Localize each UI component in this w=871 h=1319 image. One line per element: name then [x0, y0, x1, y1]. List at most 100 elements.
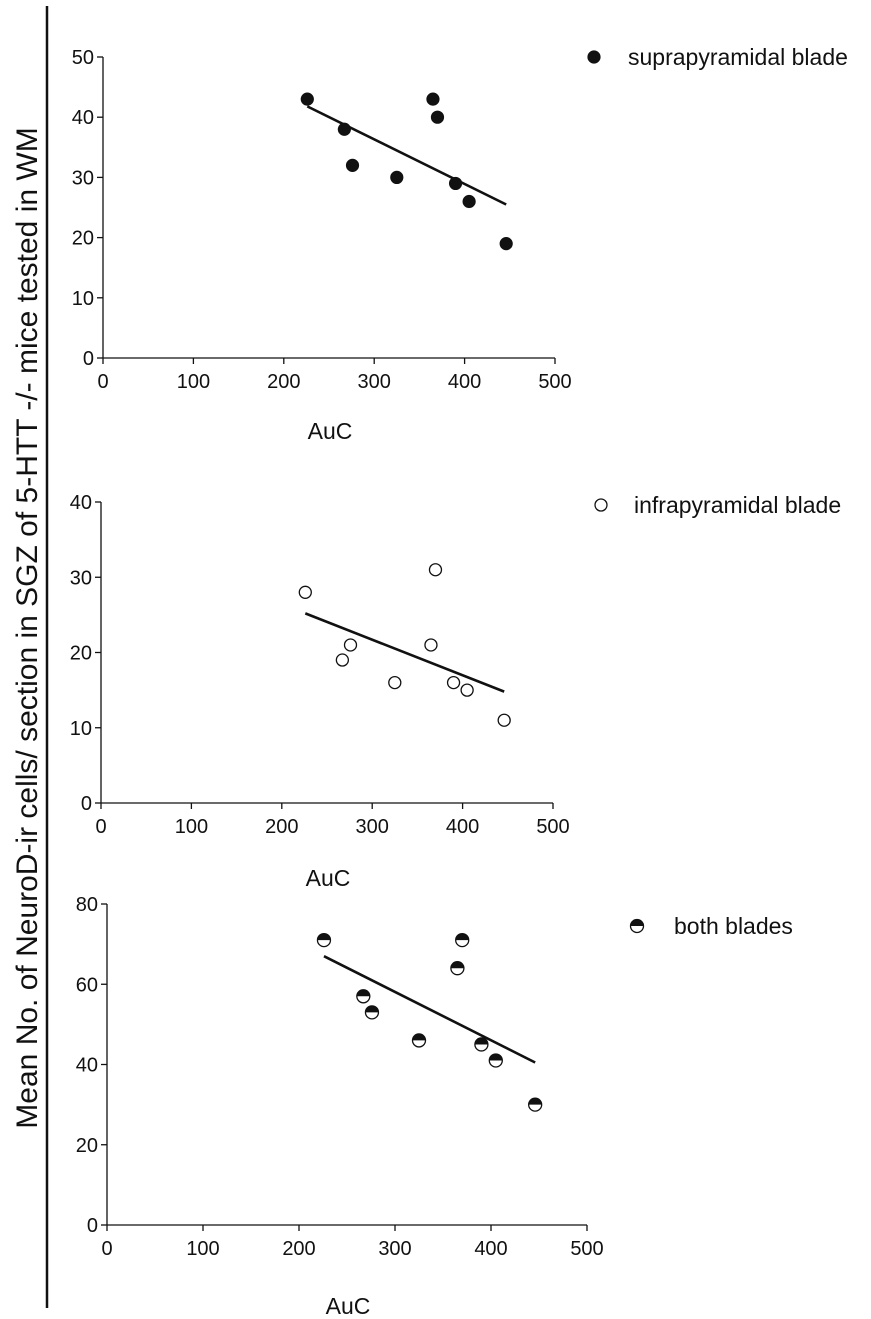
y-tick-label: 60	[76, 974, 98, 996]
x-tick-label: 400	[448, 371, 481, 393]
regression-line	[306, 105, 507, 206]
legend-marker	[594, 498, 608, 512]
x-tick-label: 0	[101, 1238, 112, 1260]
data-point	[528, 1097, 543, 1112]
x-tick-label: 500	[538, 371, 571, 393]
x-axis-label: AuC	[306, 865, 351, 891]
marker-fill	[460, 683, 474, 697]
marker-fill	[594, 498, 608, 512]
data-point	[364, 1005, 380, 1020]
y-tick-label: 80	[76, 894, 98, 916]
x-tick-label: 100	[186, 1238, 219, 1260]
data-point	[448, 176, 463, 191]
data-point	[388, 675, 402, 690]
marker-fill	[499, 237, 513, 251]
marker-top-half	[365, 1005, 379, 1013]
data-point	[345, 158, 360, 172]
x-tick-label: 200	[282, 1238, 315, 1260]
data-point	[300, 92, 314, 106]
marker-fill	[345, 158, 360, 172]
x-tick-label: 400	[474, 1238, 507, 1260]
x-tick-label: 300	[358, 371, 391, 393]
data-point	[460, 683, 474, 697]
y-tick-label: 40	[76, 1055, 98, 1077]
x-tick-label: 100	[177, 371, 210, 393]
x-axis-label: AuC	[308, 418, 353, 444]
y-tick-label: 50	[72, 47, 94, 69]
marker-top-half	[489, 1053, 503, 1061]
marker-fill	[497, 713, 511, 727]
y-tick-label: 20	[70, 643, 92, 665]
x-tick-label: 0	[97, 371, 108, 393]
regression-line	[304, 612, 505, 693]
marker-fill	[424, 638, 438, 652]
marker-fill	[390, 170, 404, 184]
y-tick-label: 40	[72, 107, 94, 129]
regression-line	[323, 955, 536, 1064]
marker-fill	[448, 176, 463, 191]
data-point	[474, 1037, 489, 1052]
y-tick-label: 30	[72, 167, 94, 189]
data-point	[428, 563, 443, 577]
scatter-panel-1: 0 100 200 300 400 500 0 10 20 30 40 50 AuC suprapyram…	[72, 44, 848, 444]
data-point	[343, 638, 358, 652]
marker-fill	[335, 653, 350, 667]
marker-fill	[298, 585, 312, 599]
x-tick-label: 400	[446, 816, 479, 838]
x-tick-label: 300	[378, 1238, 411, 1260]
data-point	[298, 585, 312, 599]
data-point	[356, 989, 371, 1004]
scatter-panel-3: 0 100 200 300 400 500 0 20 40 60 80 AuC both blades	[76, 894, 793, 1319]
marker-fill	[426, 92, 440, 106]
data-point	[455, 932, 470, 948]
marker-fill	[430, 110, 445, 124]
data-point	[488, 1053, 503, 1068]
data-point	[430, 110, 445, 124]
data-point	[497, 713, 511, 727]
y-tick-label: 20	[72, 228, 94, 250]
marker-fill	[300, 92, 314, 106]
y-tick-label: 0	[81, 793, 92, 815]
marker-fill	[343, 638, 358, 652]
legend-label: both blades	[674, 913, 793, 939]
data-point	[335, 653, 350, 667]
y-tick-label: 0	[83, 348, 94, 370]
y-tick-label: 10	[70, 718, 92, 740]
marker-fill	[428, 563, 443, 577]
data-point	[446, 675, 461, 690]
y-tick-label: 20	[76, 1135, 98, 1157]
shared-y-axis-label: Mean No. of NeuroD-ir cells/ section in …	[11, 127, 44, 1128]
legend-marker	[629, 918, 645, 934]
marker-top-half	[455, 933, 469, 941]
x-tick-label: 500	[536, 816, 569, 838]
y-tick-label: 10	[72, 288, 94, 310]
marker-fill	[446, 675, 461, 690]
scatter-panel-2: 0 100 200 300 400 500 0 10 20 30 40 AuC infrapyramid…	[70, 492, 841, 891]
marker-top-half	[630, 919, 644, 926]
x-tick-label: 200	[265, 816, 298, 838]
marker-top-half	[528, 1098, 542, 1105]
y-tick-label: 30	[70, 567, 92, 589]
data-point	[316, 932, 332, 948]
legend-marker	[587, 50, 601, 64]
x-tick-label: 0	[95, 816, 106, 838]
data-point	[499, 237, 513, 251]
legend-label: suprapyramidal blade	[628, 44, 848, 70]
marker-fill	[337, 122, 351, 136]
marker-top-half	[356, 989, 370, 997]
data-point	[462, 194, 476, 209]
marker-fill	[462, 194, 476, 209]
chart-panels: 0 100 200 300 400 50001020304050AuCsuprapyram…	[70, 44, 848, 1319]
marker-fill	[388, 675, 402, 690]
x-tick-label: 100	[175, 816, 208, 838]
data-point	[411, 1033, 427, 1048]
marker-top-half	[450, 961, 464, 969]
marker-fill	[587, 50, 601, 64]
y-tick-label: 0	[87, 1215, 98, 1237]
data-point	[426, 92, 440, 106]
x-tick-label: 300	[356, 816, 389, 838]
data-point	[337, 122, 351, 136]
data-point	[450, 961, 465, 976]
x-tick-label: 500	[570, 1238, 603, 1260]
y-tick-label: 40	[70, 492, 92, 514]
